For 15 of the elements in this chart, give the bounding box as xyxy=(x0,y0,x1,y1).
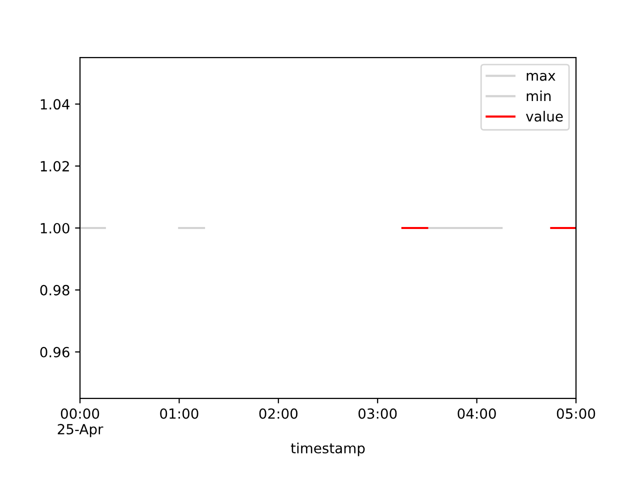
y-tick-label: 1.00 xyxy=(40,222,70,234)
x-tick-label: 02:00 xyxy=(259,408,298,419)
y-tick-label: 0.96 xyxy=(40,346,70,358)
legend-label: min xyxy=(526,90,551,102)
x-tick-label: 01:00 xyxy=(160,408,198,419)
legend-label: value xyxy=(526,110,563,122)
legend-label: max xyxy=(526,72,556,81)
x-tick-label: 04:00 xyxy=(458,408,496,419)
x-tick-label: 05:00 xyxy=(556,408,596,419)
x-axis-title: timestamp xyxy=(290,442,365,456)
y-tick-label: 1.02 xyxy=(40,161,69,172)
y-tick-label: 1.04 xyxy=(40,99,70,110)
x-tick-label: 03:00 xyxy=(358,408,397,419)
y-tick-label: 0.98 xyxy=(40,284,70,296)
x-tick-label: 00:00 25-Apr xyxy=(58,408,104,438)
